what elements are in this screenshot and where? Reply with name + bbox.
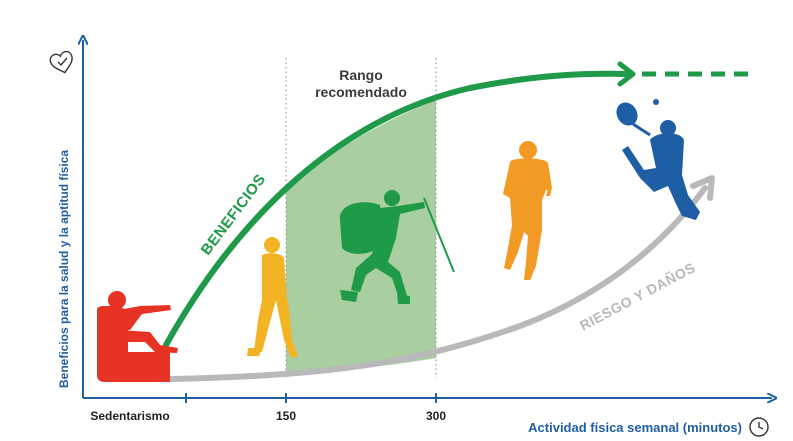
x-tick-label-sedentary: Sedentarismo (90, 409, 169, 423)
x-axis-label: Actividad física semanal (minutos) (528, 420, 742, 435)
risk-label: RIESGO Y DAÑOS (576, 258, 698, 333)
range-title-line2: recomendado (315, 84, 407, 100)
walking-woman-icon (247, 237, 298, 358)
benefits-arrowhead (617, 61, 636, 87)
x-tick-label-300: 300 (426, 409, 446, 423)
risk-arrowhead (690, 175, 715, 201)
sitting-person-icon (97, 291, 178, 382)
benefits-curve (163, 70, 633, 348)
y-axis-label: Beneficios para la salud y la aptitud fí… (57, 150, 71, 388)
risk-curve (167, 185, 708, 382)
x-tick-label-150: 150 (276, 409, 296, 423)
runner-icon (503, 141, 552, 280)
clock-icon (749, 417, 769, 437)
tennis-player-icon (616, 99, 700, 220)
hiker-icon (339, 190, 455, 304)
heart-check-icon (49, 50, 73, 74)
range-title-line1: Rango (339, 67, 383, 83)
